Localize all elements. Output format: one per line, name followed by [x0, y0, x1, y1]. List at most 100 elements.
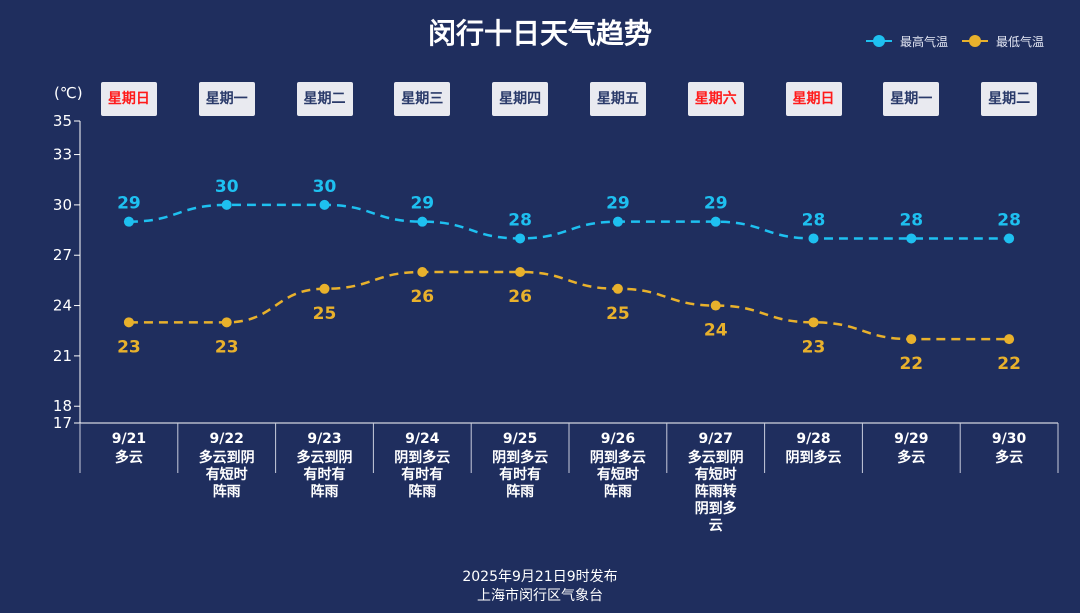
weekday-label: 星期六	[687, 82, 744, 116]
low-temp-point	[710, 300, 721, 311]
weekday-label: 星期一	[883, 82, 940, 116]
weather-condition-label: 阴到多云	[492, 449, 548, 466]
low-temp-label: 26	[508, 287, 532, 307]
legend: 最高气温 最低气温	[866, 32, 1044, 50]
weather-condition-label: 阴到多云	[590, 449, 646, 466]
high-temp-label: 28	[997, 210, 1021, 230]
low-temp-label: 26	[410, 287, 434, 307]
weather-condition-label: 阵雨	[213, 483, 241, 500]
high-temp-point	[123, 216, 134, 227]
low-temp-point	[906, 334, 917, 345]
weekday-label: 星期三	[394, 82, 451, 116]
weekday-label: 星期一	[198, 82, 255, 116]
x-date-label: 9/28	[796, 431, 830, 447]
weather-condition-label: 有短时	[597, 466, 639, 483]
weekday-label: 星期二	[296, 82, 353, 116]
y-tick-label: 17	[53, 414, 72, 432]
legend-low[interactable]: 最低气温	[962, 33, 1044, 50]
high-temp-point	[710, 216, 721, 227]
low-temp-point	[417, 267, 428, 277]
high-temp-point	[1004, 233, 1015, 244]
x-date-label: 9/26	[601, 431, 635, 447]
y-tick-label: 24	[53, 297, 72, 315]
y-tick-label: 21	[53, 347, 72, 365]
weather-condition-label: 有时有	[401, 466, 443, 483]
x-date-label: 9/30	[992, 431, 1027, 447]
high-temp-label: 29	[606, 194, 630, 214]
low-temp-label: 23	[802, 337, 826, 357]
publisher: 上海市闵行区气象台	[477, 588, 603, 604]
low-temp-label: 25	[606, 304, 630, 324]
high-temp-label: 28	[899, 210, 923, 230]
low-temp-label: 23	[215, 337, 239, 357]
weather-condition-label: 阵雨	[311, 483, 339, 500]
high-temp-label: 29	[117, 194, 141, 214]
weather-condition-label: 有时有	[304, 466, 346, 483]
high-temp-point	[906, 233, 917, 244]
weather-condition-label: 阵雨	[408, 483, 436, 500]
weather-condition-label: 有时有	[499, 466, 541, 483]
publish-time: 2025年9月21日9时发布	[462, 569, 618, 585]
low-temp-point	[612, 283, 623, 294]
legend-low-swatch	[962, 35, 989, 47]
weather-condition-label: 云	[709, 518, 723, 534]
x-date-label: 9/25	[503, 431, 537, 447]
low-temp-label: 22	[997, 354, 1021, 374]
chart-title: 闵行十日天气趋势	[427, 17, 652, 50]
y-tick-label: 35	[53, 112, 72, 130]
high-temp-point	[319, 199, 330, 210]
high-temp-label: 29	[410, 194, 434, 214]
weather-condition-label: 多云到阴	[199, 449, 255, 466]
weather-condition-label: 阵雨	[506, 483, 534, 500]
weather-condition-label: 阵雨转	[695, 483, 737, 500]
x-date-label: 9/21	[112, 431, 146, 447]
weekday-label: 星期日	[785, 82, 842, 116]
y-tick-label: 18	[53, 397, 72, 415]
weather-condition-label: 阴到多	[695, 500, 737, 517]
weekday-label: 星期四	[492, 82, 549, 116]
weather-condition-label: 阴到多云	[394, 449, 450, 466]
x-date-label: 9/22	[210, 431, 244, 447]
high-temp-point	[612, 216, 623, 227]
weather-condition-label: 多云	[995, 449, 1023, 466]
low-temp-label: 23	[117, 337, 141, 357]
low-temp-label: 24	[704, 321, 728, 341]
high-temp-label: 30	[313, 177, 337, 197]
x-date-label: 9/23	[307, 431, 341, 447]
high-temp-label: 28	[508, 210, 532, 230]
weather-condition-label: 阵雨	[604, 483, 632, 500]
legend-high-swatch	[866, 35, 892, 47]
weekday-label: 星期二	[981, 82, 1038, 116]
weather-condition-label: 多云	[897, 449, 925, 466]
high-temp-line	[128, 203, 1010, 240]
low-temp-label: 25	[313, 304, 337, 324]
weather-condition-label: 有短时	[206, 466, 248, 483]
low-temp-point	[1004, 334, 1015, 345]
low-temp-line	[128, 270, 1010, 341]
y-tick-label: 33	[53, 146, 72, 164]
legend-high[interactable]: 最高气温	[866, 33, 948, 50]
weather-condition-label: 多云	[115, 449, 143, 466]
high-temp-point	[515, 233, 526, 244]
weather-condition-label: 多云到阴	[297, 449, 353, 466]
y-tick-label: 30	[53, 196, 72, 214]
low-temp-point	[515, 267, 526, 277]
x-date-label: 9/27	[699, 431, 733, 447]
low-temp-point	[221, 317, 232, 328]
high-temp-label: 30	[215, 177, 239, 197]
low-temp-label: 22	[899, 354, 923, 374]
weekday-label: 星期日	[100, 82, 157, 116]
high-temp-point	[221, 199, 232, 210]
high-temp-point	[808, 233, 819, 244]
low-temp-point	[319, 283, 330, 294]
y-axis-unit: (℃)	[54, 84, 83, 102]
legend-high-label: 最高气温	[900, 34, 949, 49]
low-temp-point	[808, 317, 819, 328]
low-temp-point	[123, 317, 134, 328]
weather-condition-label: 阴到多云	[786, 449, 842, 466]
x-date-label: 9/24	[405, 431, 440, 447]
x-date-label: 9/29	[894, 431, 928, 447]
weather-condition-label: 有短时	[695, 466, 737, 483]
weather-condition-label: 多云到阴	[688, 449, 744, 466]
